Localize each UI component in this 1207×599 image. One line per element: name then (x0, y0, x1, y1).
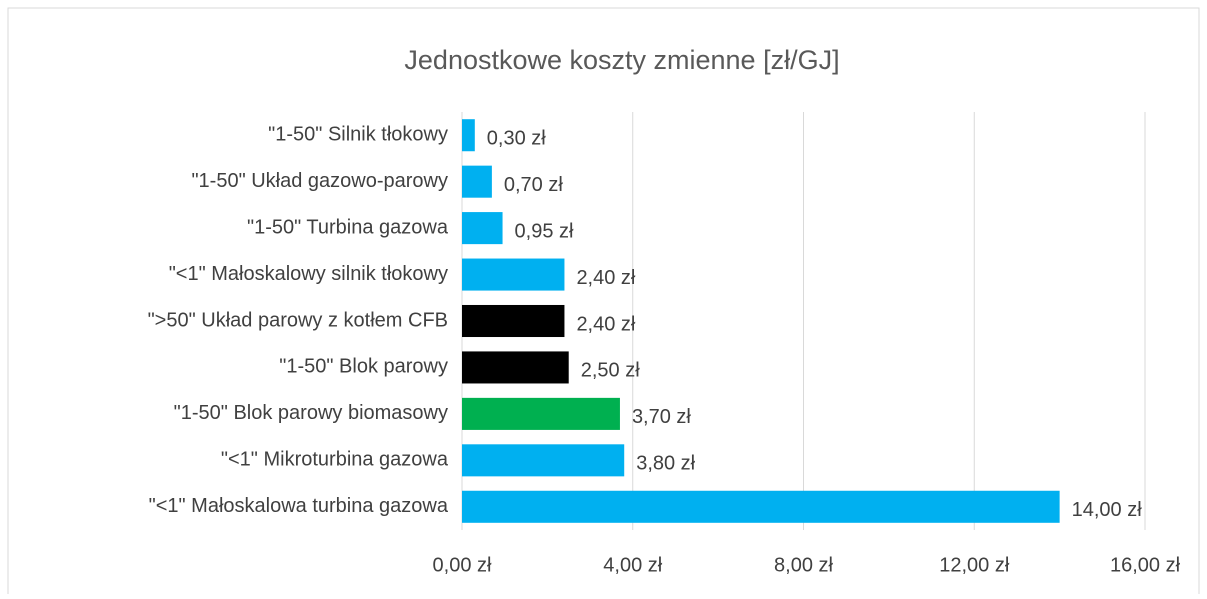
data-label: 0,70 zł (504, 174, 563, 196)
x-tick-label: 12,00 zł (939, 554, 1010, 576)
bar (462, 212, 503, 245)
bar (462, 119, 475, 152)
data-label: 0,95 zł (515, 220, 574, 242)
data-label: 2,50 zł (581, 360, 640, 382)
chart-title: Jednostkowe koszty zmienne [zł/GJ] (404, 45, 839, 75)
bar (462, 258, 565, 291)
y-tick-label: "<1" Małoskalowa turbina gazowa (149, 495, 449, 517)
y-tick-label: "<1" Mikroturbina gazowa (221, 449, 449, 471)
bar (462, 304, 565, 338)
data-label: 2,40 zł (576, 267, 635, 289)
x-tick-label: 16,00 zł (1110, 554, 1181, 576)
y-tick-label: "1-50" Silnik tłokowy (268, 124, 448, 146)
x-tick-label: 0,00 zł (433, 554, 492, 576)
y-tick-label: "1-50" Turbina gazowa (247, 216, 449, 238)
data-label: 0,30 zł (487, 128, 546, 150)
y-tick-label: "1-50" Blok parowy biomasowy (174, 402, 448, 424)
y-tick-label: "<1" Małoskalowy silnik tłokowy (169, 263, 448, 285)
bar (462, 351, 569, 384)
data-label: 3,70 zł (632, 406, 691, 428)
y-tick-label: ">50" Układ parowy z kotłem CFB (148, 309, 448, 331)
bar (462, 490, 1060, 523)
bar (462, 397, 620, 430)
y-tick-label: "1-50" Układ gazowo-parowy (191, 170, 448, 192)
y-tick-label: "1-50" Blok parowy (279, 356, 448, 378)
bar (462, 444, 625, 477)
data-label: 3,80 zł (636, 453, 695, 475)
x-tick-label: 8,00 zł (774, 554, 833, 576)
x-tick-label: 4,00 zł (603, 554, 662, 576)
data-label: 14,00 zł (1072, 499, 1143, 521)
data-label: 2,40 zł (576, 313, 635, 335)
bar (462, 165, 492, 198)
